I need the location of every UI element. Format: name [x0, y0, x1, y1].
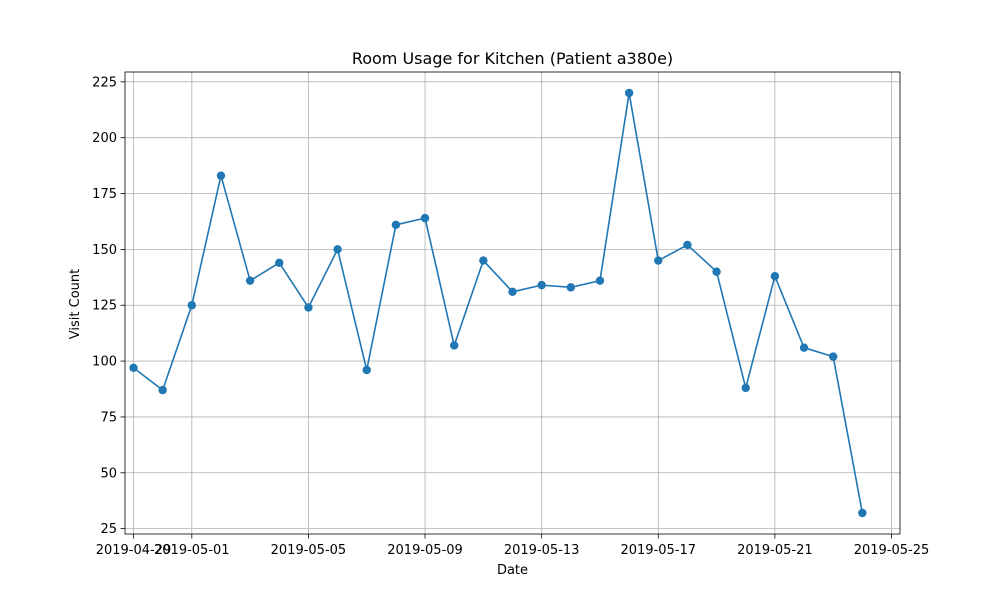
data-point	[479, 256, 488, 265]
data-point	[741, 383, 750, 393]
x-tick-label: 2019-05-17	[620, 543, 696, 558]
data-point	[566, 283, 576, 292]
x-tick-label: 2019-05-01	[154, 543, 230, 558]
data-point	[333, 245, 342, 254]
data-point	[858, 508, 867, 518]
data-point	[304, 303, 313, 312]
plot-area	[125, 72, 900, 534]
y-tick-label: 100	[92, 355, 117, 370]
data-point	[654, 256, 663, 265]
data-point	[537, 280, 546, 290]
x-axis-label: Date	[497, 563, 528, 578]
y-tick-label: 225	[92, 75, 117, 90]
y-tick-label: 175	[92, 187, 117, 202]
data-point	[770, 271, 780, 281]
data-point	[508, 287, 517, 297]
x-tick-label: 2019-05-05	[271, 543, 347, 558]
data-point	[828, 352, 838, 361]
y-tick-label: 200	[92, 131, 117, 146]
x-tick-label: 2019-05-13	[504, 543, 580, 558]
data-point	[712, 267, 721, 276]
series-line	[133, 92, 864, 514]
data-point	[158, 385, 167, 395]
data-point	[187, 301, 197, 310]
data-point	[595, 276, 605, 285]
grid-lines	[125, 72, 900, 534]
data-point	[362, 365, 371, 375]
data-point	[449, 341, 459, 350]
series-layer	[129, 88, 867, 518]
x-tick-label: 2019-04-29	[96, 543, 172, 558]
x-tick-label: 2019-05-09	[387, 543, 463, 558]
data-point	[799, 343, 809, 352]
y-tick-label: 75	[100, 410, 117, 425]
data-point	[245, 276, 255, 285]
data-point	[216, 171, 226, 180]
x-tick-label: 2019-05-21	[737, 543, 813, 558]
y-tick-label: 25	[100, 522, 117, 537]
y-tick-label: 150	[92, 243, 117, 258]
data-point	[420, 213, 430, 223]
y-tick-label: 125	[92, 299, 117, 314]
y-axis-label: Visit Count	[68, 269, 83, 339]
data-point	[275, 258, 284, 267]
data-point	[683, 240, 692, 250]
y-tick-label: 50	[100, 466, 117, 481]
data-point	[624, 88, 634, 98]
plot-frame	[124, 71, 901, 535]
x-tick-label: 2019-05-25	[854, 543, 930, 558]
data-point	[129, 363, 138, 372]
y-axis-ticks: 25 50 75 100 125 150 175 200 225	[92, 75, 125, 537]
chart-title: Room Usage for Kitchen (Patient a380e)	[352, 49, 673, 68]
data-point	[391, 220, 401, 230]
